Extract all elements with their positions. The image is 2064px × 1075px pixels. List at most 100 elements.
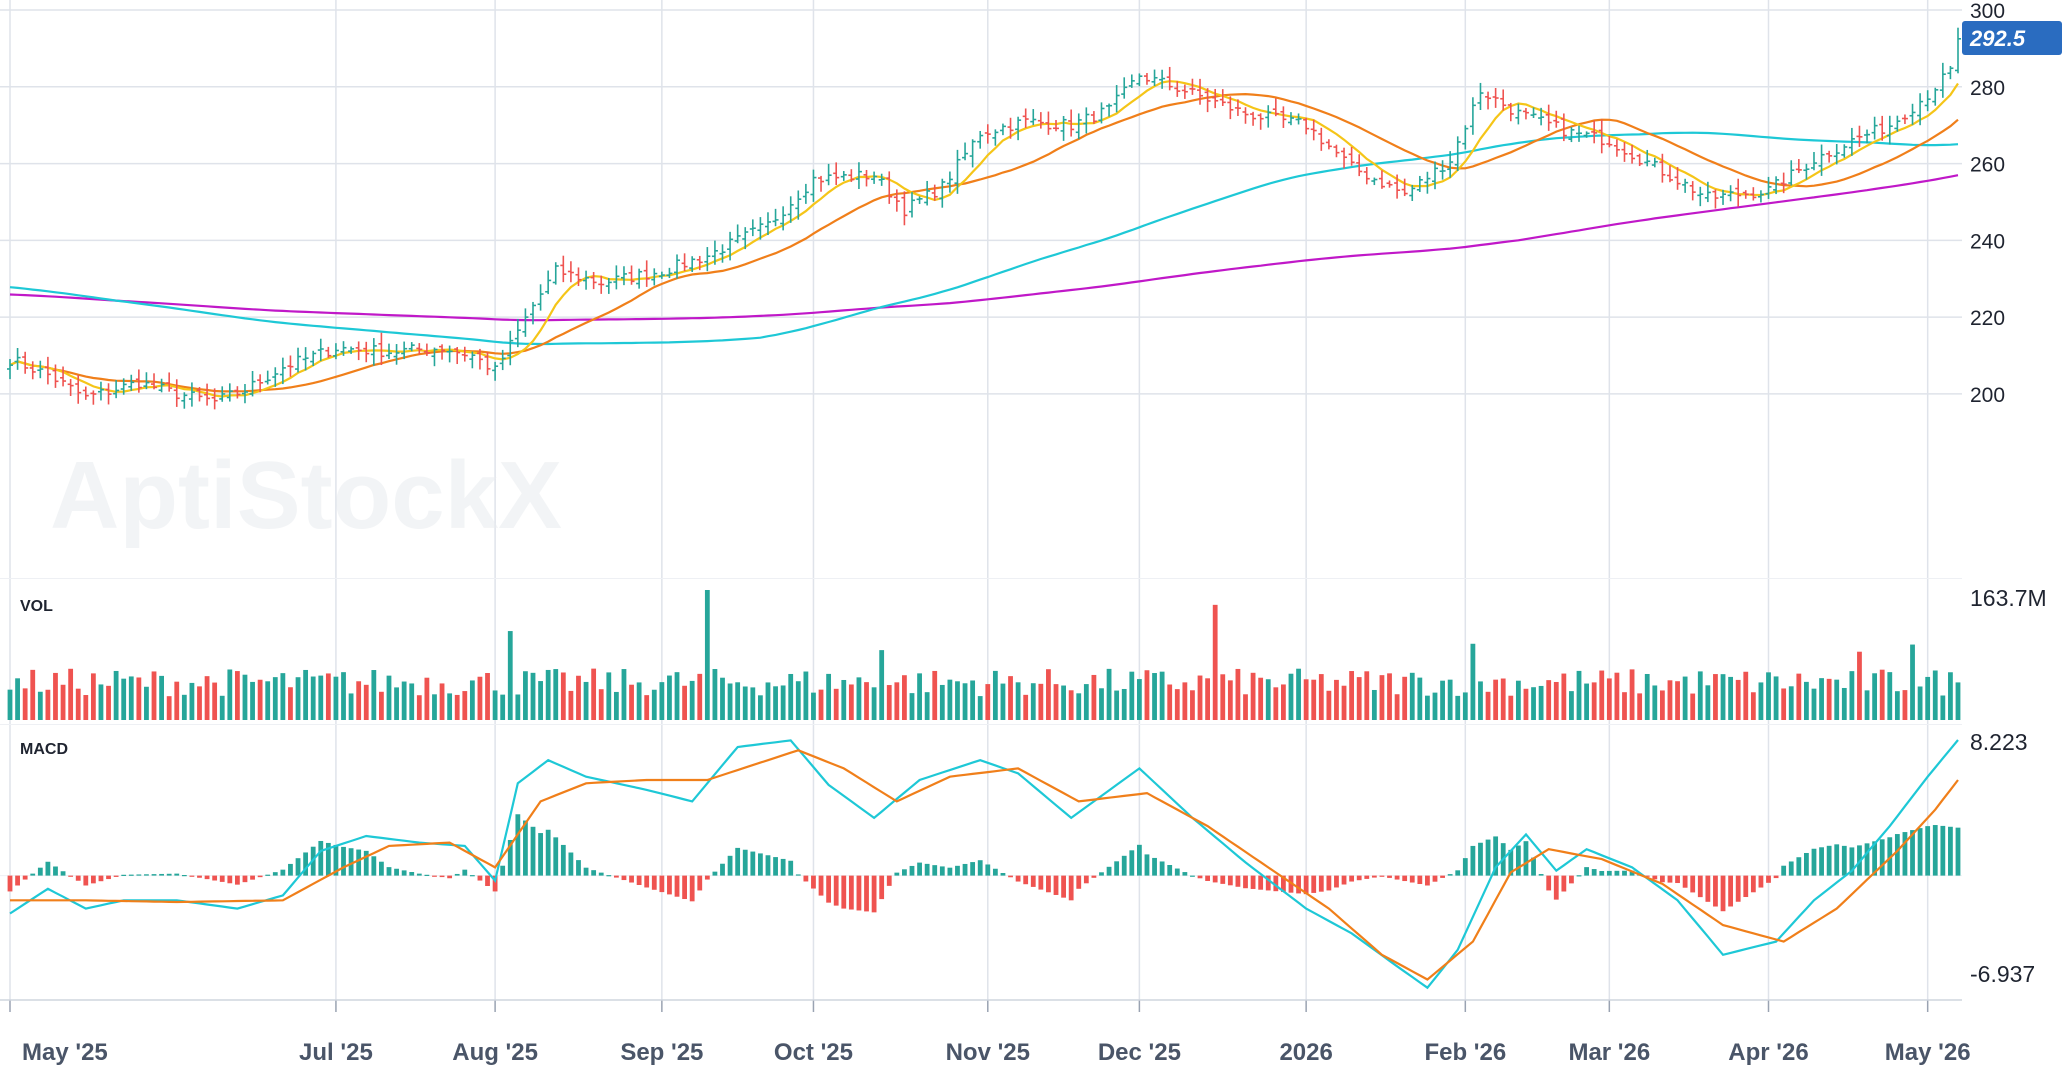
macd-histogram-bar bbox=[833, 875, 839, 906]
candle bbox=[264, 370, 271, 385]
volume-bar bbox=[682, 685, 687, 720]
macd-histogram-bar bbox=[848, 875, 854, 910]
candle bbox=[1113, 85, 1120, 113]
candle bbox=[567, 261, 574, 283]
volume-bar bbox=[1144, 670, 1150, 720]
volume-bar bbox=[727, 683, 733, 720]
macd-histogram-bar bbox=[303, 852, 309, 876]
candle bbox=[734, 224, 741, 244]
macd-histogram-bar bbox=[1606, 870, 1612, 876]
macd-histogram-bar bbox=[409, 871, 415, 876]
volume-bar bbox=[1637, 693, 1643, 720]
candle bbox=[530, 301, 537, 325]
candle bbox=[1932, 87, 1939, 106]
candle bbox=[1689, 181, 1696, 201]
macd-histogram-bar bbox=[181, 875, 187, 877]
candle bbox=[1538, 107, 1545, 126]
volume-bar bbox=[1849, 671, 1855, 720]
volume-bar bbox=[1182, 682, 1188, 720]
candle bbox=[135, 369, 142, 393]
volume-bar bbox=[386, 675, 392, 720]
candle bbox=[1166, 66, 1173, 91]
macd-histogram-bar bbox=[416, 873, 422, 876]
volume-bar bbox=[750, 687, 756, 720]
candle bbox=[893, 189, 900, 212]
candle bbox=[1864, 129, 1871, 144]
candle bbox=[22, 351, 29, 374]
candle bbox=[1659, 153, 1666, 183]
volume-bar bbox=[1470, 643, 1476, 720]
macd-histogram-bar bbox=[1311, 875, 1317, 893]
volume-bar bbox=[576, 675, 581, 720]
volume-bar bbox=[917, 673, 922, 720]
candle bbox=[522, 308, 529, 337]
macd-histogram-bar bbox=[1205, 875, 1211, 881]
candle bbox=[1341, 147, 1348, 169]
macd-histogram-bar bbox=[1932, 825, 1938, 876]
candle bbox=[704, 247, 711, 272]
macd-histogram-bar bbox=[576, 860, 581, 876]
macd-histogram-bar bbox=[98, 875, 104, 882]
macd-histogram-bar bbox=[1766, 875, 1771, 883]
volume-bar bbox=[371, 670, 377, 720]
macd-histogram-bar bbox=[1523, 841, 1529, 876]
macd-histogram-bar bbox=[477, 875, 483, 881]
macd-histogram-bar bbox=[68, 875, 74, 877]
candle bbox=[863, 169, 870, 187]
macd-histogram-bar bbox=[523, 820, 528, 876]
volume-bar bbox=[1296, 668, 1301, 720]
candle bbox=[1121, 77, 1128, 99]
price-tick-label: 200 bbox=[1970, 384, 2005, 407]
macd-histogram-bar bbox=[1713, 875, 1718, 907]
volume-bar bbox=[325, 673, 331, 720]
candle bbox=[14, 347, 21, 370]
candle bbox=[727, 231, 734, 261]
month-label: Mar '26 bbox=[1568, 1039, 1650, 1066]
candle bbox=[151, 373, 158, 390]
macd-histogram-bar bbox=[1841, 845, 1847, 876]
candle bbox=[1469, 97, 1476, 135]
candle bbox=[204, 383, 211, 406]
volume-bar bbox=[1023, 694, 1029, 720]
macd-histogram-bar bbox=[159, 873, 164, 876]
volume-bar bbox=[1515, 680, 1521, 720]
macd-histogram-bar bbox=[667, 875, 672, 895]
price-tick-label: 280 bbox=[1970, 77, 2005, 100]
macd-histogram-bar bbox=[773, 857, 778, 876]
volume-bar bbox=[90, 673, 96, 720]
candle bbox=[317, 338, 324, 362]
volume-bar bbox=[1758, 682, 1764, 720]
volume-bar bbox=[1538, 685, 1544, 720]
volume-bar bbox=[1955, 682, 1961, 720]
candle bbox=[742, 227, 749, 250]
candle bbox=[1272, 98, 1279, 117]
volume-bar bbox=[1622, 692, 1627, 720]
volume-bar bbox=[1879, 669, 1885, 720]
volume-bar bbox=[7, 689, 13, 720]
volume-max-label: 163.7M bbox=[1970, 585, 2047, 611]
candle bbox=[1682, 178, 1689, 193]
volume-bar bbox=[1910, 644, 1915, 720]
macd-histogram-bar bbox=[356, 849, 362, 876]
macd-histogram-bar bbox=[704, 875, 710, 880]
volume-bar bbox=[1478, 681, 1483, 720]
candle bbox=[29, 361, 36, 380]
candle bbox=[1416, 175, 1423, 193]
volume-bar bbox=[265, 681, 271, 720]
candle bbox=[1219, 89, 1226, 106]
volume-bar bbox=[583, 681, 589, 720]
volume-bar bbox=[1000, 683, 1006, 720]
macd-histogram-bar bbox=[1652, 875, 1658, 880]
volume-bar bbox=[1841, 687, 1847, 720]
volume-bar bbox=[788, 673, 794, 720]
macd-histogram-bar bbox=[341, 846, 346, 876]
candle bbox=[52, 364, 59, 388]
macd-histogram-bar bbox=[1167, 865, 1173, 876]
volume-bar bbox=[924, 692, 930, 720]
candle bbox=[181, 392, 188, 409]
candle bbox=[772, 208, 779, 227]
macd-histogram-bar bbox=[1864, 843, 1870, 876]
macd-histogram-bar bbox=[1644, 875, 1650, 877]
